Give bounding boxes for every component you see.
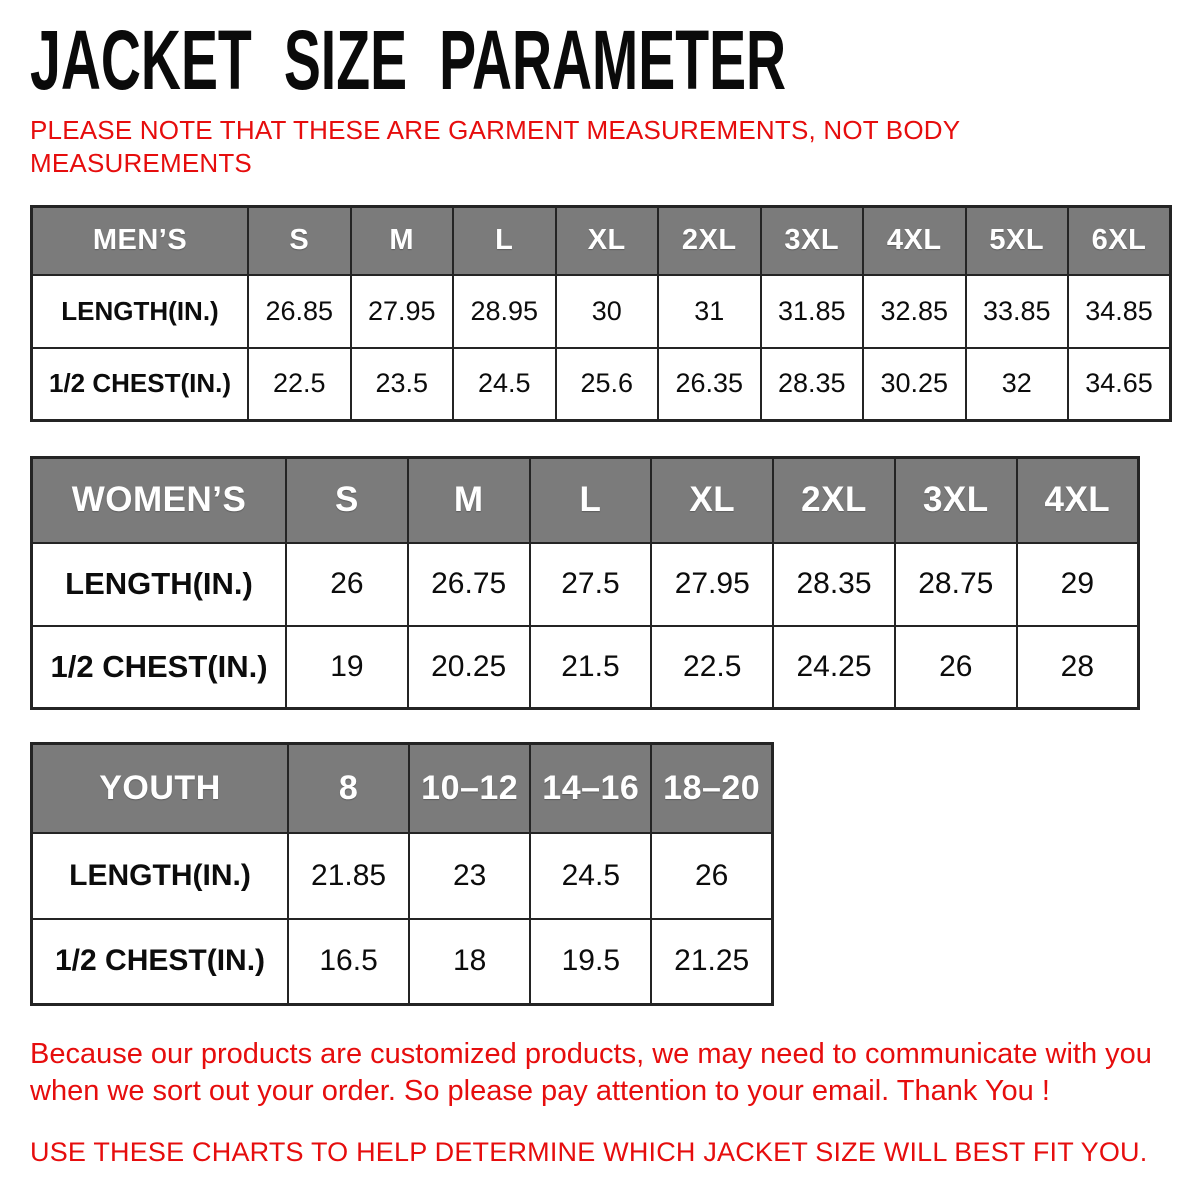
measurement-row: 1/2 CHEST(IN.) 19 20.25 21.5 22.5 24.25 26 28 (30, 624, 1140, 710)
value-cell: 28.95 (452, 273, 557, 349)
row-label-cell: 1/2 CHEST(IN.) (30, 917, 289, 1006)
size-chart-content: JACKET SIZE PARAMETER PLEASE NOTE THAT T… (30, 13, 1172, 1168)
value-cell: 27.95 (349, 273, 454, 349)
size-header-cell: S (247, 205, 352, 276)
value-cell: 26.85 (247, 273, 352, 349)
size-header-cell: 4XL (862, 205, 967, 276)
size-header-cell: 8 (286, 742, 411, 834)
value-cell: 29 (1015, 541, 1140, 627)
value-cell: 32.85 (862, 273, 967, 349)
measurement-row: LENGTH(IN.) 26 26.75 27.5 27.95 28.35 28.75 29 (30, 541, 1140, 627)
size-header-cell: 4XL (1015, 456, 1140, 544)
value-cell: 25.6 (554, 346, 659, 422)
size-header-row: WOMEN’S S M L XL 2XL 3XL 4XL (30, 456, 1140, 544)
table-title-cell: MEN’S (30, 205, 249, 276)
row-label-cell: 1/2 CHEST(IN.) (30, 624, 287, 710)
value-cell: 18 (408, 917, 532, 1006)
womens-size-table: WOMEN’S S M L XL 2XL 3XL 4XL LENGTH(IN.) 26 26.75 2… (30, 456, 1140, 710)
value-cell: 34.65 (1067, 346, 1172, 422)
measurement-row: 1/2 CHEST(IN.) 16.5 18 19.5 21.25 (30, 917, 774, 1006)
size-header-cell: M (349, 205, 454, 276)
table-title-cell: YOUTH (30, 742, 289, 834)
value-cell: 26 (650, 831, 774, 920)
youth-size-table: YOUTH 8 10–12 14–16 18–20 LENGTH(IN.) 21.85 23 2… (30, 742, 774, 1006)
row-label-cell: LENGTH(IN.) (30, 273, 249, 349)
size-header-cell: 6XL (1067, 205, 1172, 276)
fit-advice-note: USE THESE CHARTS TO HELP DETERMINE WHICH… (30, 1137, 1148, 1168)
value-cell: 28.75 (893, 541, 1018, 627)
size-header-cell: 10–12 (408, 742, 532, 834)
value-cell: 26 (893, 624, 1018, 710)
value-cell: 30.25 (862, 346, 967, 422)
value-cell: 26 (285, 541, 409, 627)
value-cell: 23 (408, 831, 532, 920)
page-title: JACKET SIZE PARAMETER (30, 13, 787, 107)
value-cell: 22.5 (650, 624, 775, 710)
value-cell: 34.85 (1067, 273, 1172, 349)
size-header-cell: L (528, 456, 653, 544)
measurement-row: LENGTH(IN.) 21.85 23 24.5 26 (30, 831, 774, 920)
customization-contact-note: Because our products are customized prod… (30, 1038, 1152, 1107)
value-cell: 24.25 (772, 624, 896, 710)
value-cell: 31.85 (759, 273, 864, 349)
value-cell: 28 (1015, 624, 1140, 710)
value-cell: 31 (657, 273, 762, 349)
row-label-cell: 1/2 CHEST(IN.) (30, 346, 249, 422)
value-cell: 26.75 (406, 541, 531, 627)
size-header-row: MEN’S S M L XL 2XL 3XL 4XL 5XL 6XL (30, 205, 1172, 276)
size-header-cell: 2XL (657, 205, 762, 276)
size-header-row: YOUTH 8 10–12 14–16 18–20 (30, 742, 774, 834)
value-cell: 26.35 (657, 346, 762, 422)
value-cell: 28.35 (772, 541, 896, 627)
size-header-cell: 14–16 (529, 742, 653, 834)
size-header-cell: 3XL (759, 205, 864, 276)
size-header-cell: L (452, 205, 557, 276)
value-cell: 21.85 (286, 831, 411, 920)
value-cell: 19.5 (529, 917, 653, 1006)
row-label-cell: LENGTH(IN.) (30, 541, 287, 627)
value-cell: 24.5 (529, 831, 653, 920)
value-cell: 22.5 (247, 346, 352, 422)
mens-size-table: MEN’S S M L XL 2XL 3XL 4XL 5XL 6XL LENGTH(IN.) 26.8… (30, 205, 1172, 422)
value-cell: 19 (285, 624, 409, 710)
value-cell: 21.5 (528, 624, 653, 710)
value-cell: 27.5 (528, 541, 653, 627)
value-cell: 23.5 (349, 346, 454, 422)
value-cell: 24.5 (452, 346, 557, 422)
size-header-cell: S (285, 456, 409, 544)
size-header-cell: 5XL (964, 205, 1069, 276)
size-header-cell: 2XL (772, 456, 896, 544)
measurement-row: 1/2 CHEST(IN.) 22.5 23.5 24.5 25.6 26.35 28.35… (30, 346, 1172, 422)
value-cell: 30 (554, 273, 659, 349)
measurement-row: LENGTH(IN.) 26.85 27.95 28.95 30 31 31.85 32.85… (30, 273, 1172, 349)
value-cell: 16.5 (286, 917, 411, 1006)
value-cell: 33.85 (964, 273, 1069, 349)
table-title-cell: WOMEN’S (30, 456, 287, 544)
value-cell: 20.25 (406, 624, 531, 710)
garment-measurement-note: PLEASE NOTE THAT THESE ARE GARMENT MEASU… (30, 115, 960, 178)
value-cell: 32 (964, 346, 1069, 422)
value-cell: 28.35 (759, 346, 864, 422)
size-header-cell: 18–20 (650, 742, 774, 834)
size-header-cell: M (406, 456, 531, 544)
row-label-cell: LENGTH(IN.) (30, 831, 289, 920)
size-header-cell: XL (650, 456, 775, 544)
value-cell: 27.95 (650, 541, 775, 627)
size-header-cell: 3XL (893, 456, 1018, 544)
size-header-cell: XL (554, 205, 659, 276)
value-cell: 21.25 (650, 917, 774, 1006)
